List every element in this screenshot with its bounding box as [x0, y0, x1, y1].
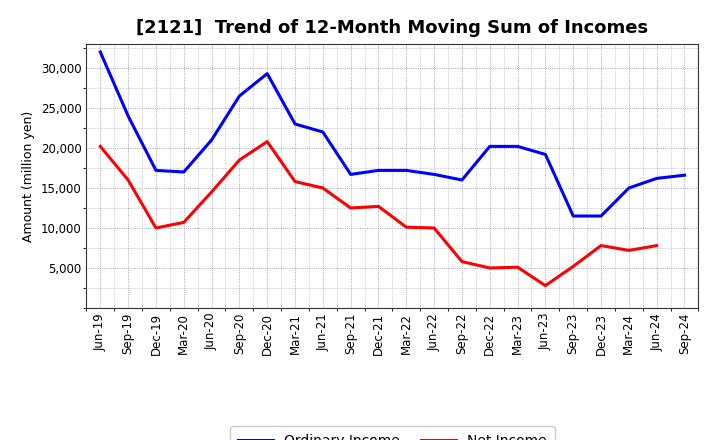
- Net Income: [263, 139, 271, 144]
- Ordinary Income: [374, 168, 383, 173]
- Net Income: [374, 204, 383, 209]
- Ordinary Income: [652, 176, 661, 181]
- Ordinary Income: [152, 168, 161, 173]
- Ordinary Income: [680, 172, 689, 178]
- Net Income: [430, 225, 438, 231]
- Net Income: [124, 177, 132, 183]
- Net Income: [541, 283, 550, 288]
- Net Income: [485, 265, 494, 271]
- Line: Net Income: Net Income: [100, 142, 657, 286]
- Net Income: [318, 185, 327, 191]
- Ordinary Income: [207, 137, 216, 143]
- Net Income: [513, 264, 522, 270]
- Net Income: [597, 243, 606, 248]
- Ordinary Income: [513, 144, 522, 149]
- Net Income: [458, 259, 467, 264]
- Title: [2121]  Trend of 12-Month Moving Sum of Incomes: [2121] Trend of 12-Month Moving Sum of I…: [136, 19, 649, 37]
- Ordinary Income: [485, 144, 494, 149]
- Net Income: [152, 225, 161, 231]
- Net Income: [402, 224, 410, 230]
- Ordinary Income: [541, 152, 550, 157]
- Ordinary Income: [402, 168, 410, 173]
- Net Income: [624, 248, 633, 253]
- Legend: Ordinary Income, Net Income: Ordinary Income, Net Income: [230, 426, 554, 440]
- Net Income: [569, 264, 577, 269]
- Net Income: [207, 189, 216, 194]
- Net Income: [96, 144, 104, 149]
- Ordinary Income: [263, 71, 271, 76]
- Ordinary Income: [346, 172, 355, 177]
- Ordinary Income: [458, 177, 467, 183]
- Line: Ordinary Income: Ordinary Income: [100, 52, 685, 216]
- Ordinary Income: [124, 114, 132, 119]
- Net Income: [235, 158, 243, 163]
- Net Income: [346, 205, 355, 211]
- Ordinary Income: [235, 93, 243, 99]
- Ordinary Income: [569, 213, 577, 219]
- Net Income: [652, 243, 661, 248]
- Y-axis label: Amount (million yen): Amount (million yen): [22, 110, 35, 242]
- Ordinary Income: [597, 213, 606, 219]
- Net Income: [291, 179, 300, 184]
- Ordinary Income: [179, 169, 188, 175]
- Ordinary Income: [624, 185, 633, 191]
- Ordinary Income: [318, 129, 327, 135]
- Net Income: [179, 220, 188, 225]
- Ordinary Income: [96, 49, 104, 55]
- Ordinary Income: [430, 172, 438, 177]
- Ordinary Income: [291, 121, 300, 127]
